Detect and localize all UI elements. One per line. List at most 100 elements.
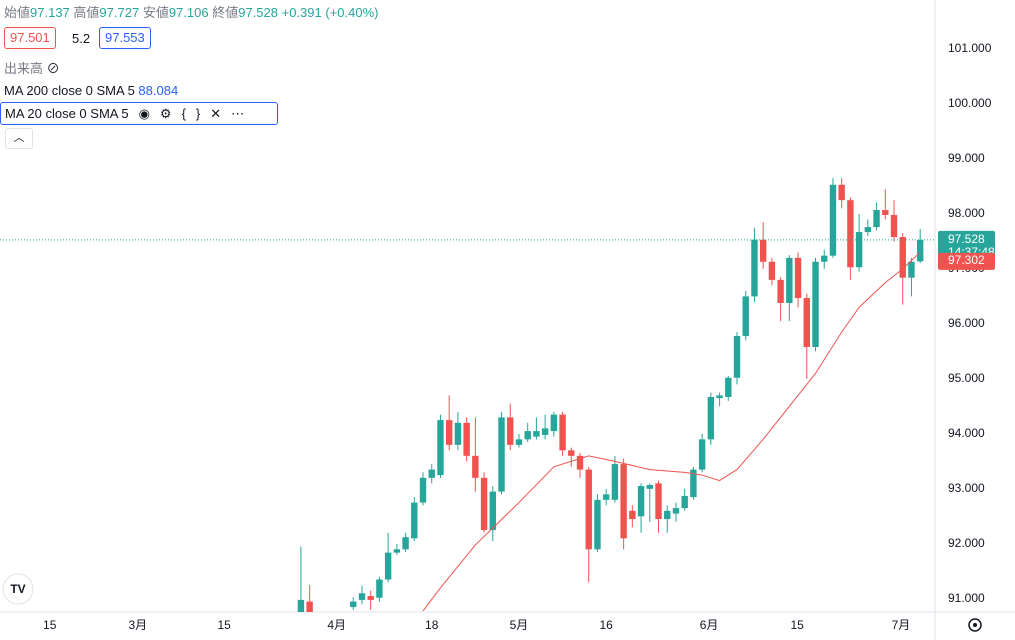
x-tick-label: 18 bbox=[425, 618, 439, 632]
settings-icon[interactable] bbox=[968, 618, 982, 632]
candle-body bbox=[507, 417, 514, 445]
ma-price-tag bbox=[938, 252, 995, 270]
last-price-label: 97.528 bbox=[948, 232, 985, 246]
x-tick-label: 3月 bbox=[128, 618, 147, 632]
candle-body bbox=[742, 296, 749, 336]
candle-body bbox=[629, 510, 636, 520]
ask[interactable]: 97.553 bbox=[99, 27, 151, 49]
candle-body bbox=[463, 422, 470, 456]
candle-body bbox=[376, 579, 383, 598]
candle-body bbox=[681, 495, 688, 509]
value: 97.106 bbox=[168, 5, 209, 20]
ma20-legend[interactable]: MA 20 close 0 SMA 5 ◉⚙{}✕⋯ bbox=[0, 102, 278, 125]
candle-body bbox=[489, 491, 496, 531]
candle-body bbox=[803, 298, 810, 347]
ma-price-label: 97.302 bbox=[948, 253, 985, 267]
candle-body bbox=[445, 420, 453, 445]
candle-body bbox=[350, 601, 357, 608]
candle-body bbox=[899, 236, 906, 278]
value: 97.727 bbox=[99, 5, 140, 20]
candle-body bbox=[498, 417, 505, 492]
label: MA 200 close 0 SMA 5 bbox=[4, 83, 135, 98]
label: 安値 bbox=[142, 5, 169, 20]
y-tick-label: 94.000 bbox=[948, 426, 985, 440]
candle-body bbox=[620, 464, 627, 539]
y-tick-label: 99.000 bbox=[948, 151, 985, 165]
x-tick-label: 15 bbox=[43, 618, 57, 632]
ohlc-legend: 始値97.137 高値97.727 安値97.106 終値97.528 +0.3… bbox=[4, 2, 379, 21]
y-tick-label: 96.000 bbox=[948, 316, 985, 330]
x-tick-label: 16 bbox=[600, 618, 614, 632]
x-tick-label: 6月 bbox=[700, 618, 719, 632]
candle-body bbox=[585, 469, 592, 550]
x-tick-label: 15 bbox=[791, 618, 805, 632]
candle-body bbox=[541, 428, 549, 435]
value: 97.528 bbox=[238, 5, 278, 20]
change-pct: (+0.40%) bbox=[325, 5, 379, 20]
candle-body bbox=[838, 184, 845, 201]
candle-body bbox=[916, 239, 924, 262]
candle-body bbox=[908, 261, 915, 278]
change: +0.391 bbox=[281, 5, 322, 20]
x-tick-label: 15 bbox=[217, 618, 231, 632]
candle-body bbox=[707, 397, 715, 440]
candle-body bbox=[890, 214, 898, 237]
y-tick-label: 93.000 bbox=[948, 481, 985, 495]
candle-body bbox=[515, 439, 523, 445]
candle-body bbox=[655, 483, 662, 520]
candle-body bbox=[821, 255, 828, 262]
candle-body bbox=[576, 455, 584, 470]
candle-body bbox=[698, 439, 706, 470]
candle-body bbox=[664, 510, 671, 520]
candle-body bbox=[358, 593, 366, 600]
candle-body bbox=[725, 377, 732, 398]
candle-body bbox=[716, 395, 723, 399]
candle-body bbox=[829, 184, 837, 256]
label: 出来高 bbox=[4, 61, 44, 76]
candle-body bbox=[690, 469, 697, 498]
candle-body bbox=[428, 469, 435, 478]
value: 88.084 bbox=[138, 83, 179, 98]
candle-body bbox=[568, 450, 575, 456]
bid[interactable]: 97.501 bbox=[4, 27, 56, 49]
candle-body bbox=[524, 431, 531, 440]
candle-body bbox=[873, 210, 880, 228]
x-tick-label: 4月 bbox=[327, 618, 346, 632]
spread: 5.2 bbox=[72, 31, 91, 46]
ma200-legend: MA 200 close 0 SMA 5 88.084 bbox=[4, 83, 178, 98]
x-tick-label: 5月 bbox=[510, 618, 529, 632]
label: 終値 bbox=[212, 5, 239, 20]
candle-body bbox=[672, 508, 680, 514]
candle-body bbox=[297, 599, 305, 612]
candle-body bbox=[437, 420, 444, 476]
candle-body bbox=[733, 335, 741, 378]
candle-body bbox=[480, 477, 488, 531]
candle-body bbox=[768, 261, 776, 280]
x-tick-label: 7月 bbox=[892, 618, 911, 632]
candle-body bbox=[454, 422, 462, 445]
candle-body bbox=[611, 464, 619, 500]
label: 高値 bbox=[73, 5, 100, 20]
candle-body bbox=[411, 502, 418, 539]
y-tick-label: 92.000 bbox=[948, 536, 985, 550]
candle-body bbox=[864, 227, 872, 233]
label: MA 20 close 0 SMA 5 bbox=[5, 106, 129, 121]
icons[interactable]: ◉⚙{}✕⋯ bbox=[138, 106, 255, 121]
eye-off-icon[interactable]: ⊘ bbox=[46, 61, 60, 76]
candle-body bbox=[472, 455, 479, 478]
y-tick-label: 101.000 bbox=[948, 41, 992, 55]
candle-body bbox=[402, 537, 409, 550]
value: 97.137 bbox=[30, 5, 70, 20]
plot bbox=[0, 178, 935, 612]
candle-body bbox=[882, 210, 889, 215]
candle-body bbox=[847, 200, 854, 268]
candle-body bbox=[533, 431, 540, 437]
candle-body bbox=[550, 414, 558, 432]
candle-body bbox=[751, 239, 758, 297]
y-tick-label: 100.000 bbox=[948, 96, 992, 110]
candle-body bbox=[646, 484, 653, 489]
volume-legend: 出来高 ⊘ bbox=[4, 58, 60, 77]
collapse-button[interactable]: ︿ bbox=[5, 128, 33, 149]
